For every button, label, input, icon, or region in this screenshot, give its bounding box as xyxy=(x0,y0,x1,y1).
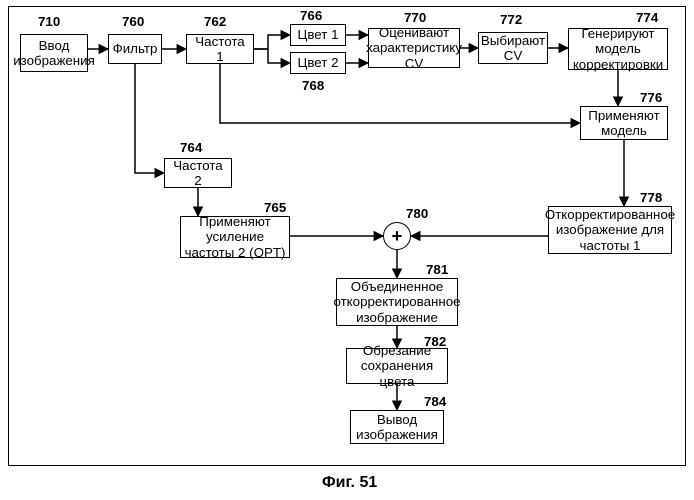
node-n770: Оценивают характеристику CV xyxy=(368,28,460,68)
label-n768: 768 xyxy=(302,78,324,93)
node-n710: Ввод изображения xyxy=(20,34,88,72)
node-n781: Объединенное откорректированное изображе… xyxy=(336,278,458,326)
label-n774: 774 xyxy=(636,10,658,25)
label-n764: 764 xyxy=(180,140,202,155)
label-n781: 781 xyxy=(426,262,448,277)
label-n784: 784 xyxy=(424,394,446,409)
label-n760: 760 xyxy=(122,14,144,29)
node-n760: Фильтр xyxy=(108,34,162,64)
node-n764: Частота 2 xyxy=(164,158,232,188)
node-n778: Откорректированное изображение для часто… xyxy=(548,206,672,254)
label-n766: 766 xyxy=(300,8,322,23)
label-n776: 776 xyxy=(640,90,662,105)
label-n772: 772 xyxy=(500,12,522,27)
node-n774: Генерируют модель корректировки xyxy=(568,28,668,70)
node-n772: Выбирают CV xyxy=(478,32,548,64)
node-n784: Вывод изображения xyxy=(350,410,444,444)
node-n765: Применяют усиление частоты 2 (OPT) xyxy=(180,216,290,258)
label-n765: 765 xyxy=(264,200,286,215)
label-n762: 762 xyxy=(204,14,226,29)
figure-caption: Фиг. 51 xyxy=(322,474,377,492)
label-n782: 782 xyxy=(424,334,446,349)
node-n766: Цвет 1 xyxy=(290,24,346,46)
node-n768: Цвет 2 xyxy=(290,52,346,74)
node-n782: Обрезание сохранения цвета xyxy=(346,348,448,384)
node-n776: Применяют модель xyxy=(580,106,668,140)
label-n770: 770 xyxy=(404,10,426,25)
label-sum: 780 xyxy=(406,206,428,221)
label-n710: 710 xyxy=(38,14,60,29)
node-n762: Частота 1 xyxy=(186,34,254,64)
sum-node: + xyxy=(383,222,411,250)
label-n778: 778 xyxy=(640,190,662,205)
